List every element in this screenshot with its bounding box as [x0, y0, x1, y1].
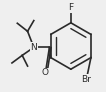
- Text: N: N: [30, 43, 37, 52]
- Text: F: F: [68, 3, 73, 12]
- Text: O: O: [42, 68, 49, 77]
- Text: Br: Br: [82, 75, 91, 84]
